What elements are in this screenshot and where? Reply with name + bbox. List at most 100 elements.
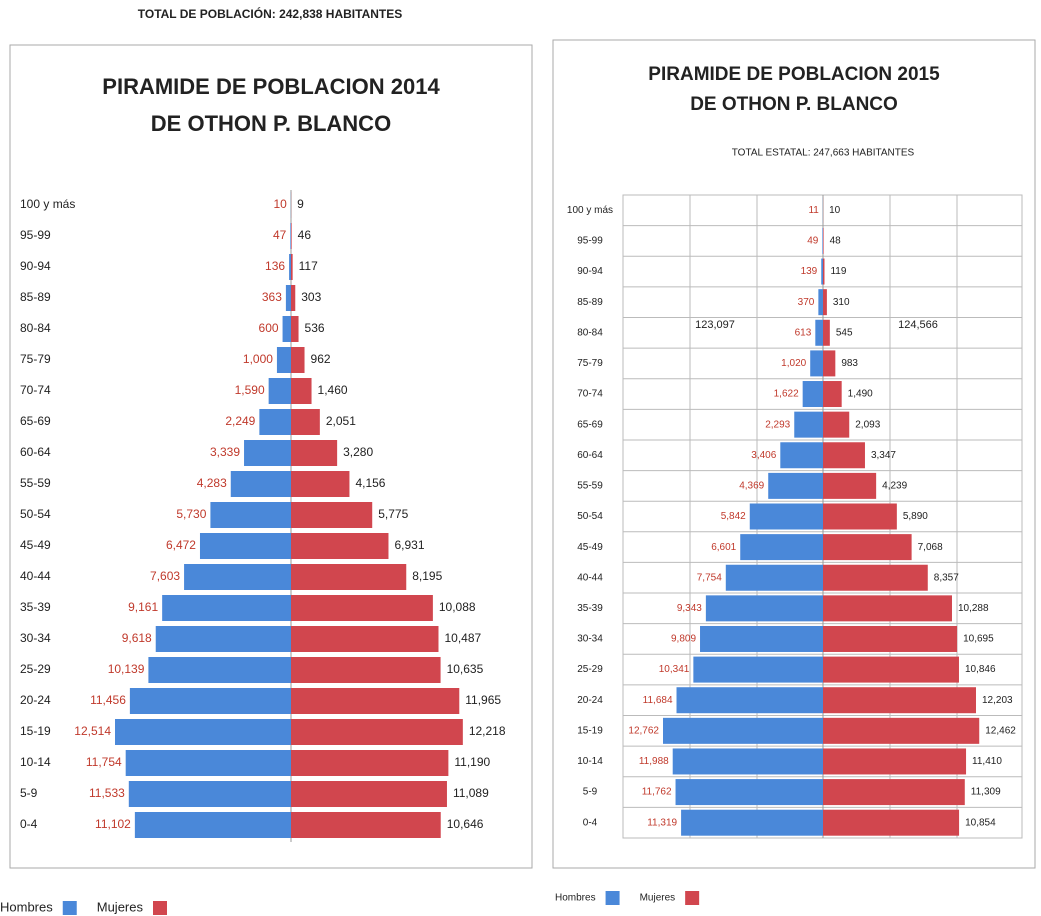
value-label: 1,622 (774, 389, 799, 400)
category-label: 0-4 (583, 817, 598, 828)
value-label: 10 (273, 197, 287, 211)
value-label: 613 (795, 327, 812, 338)
bar (289, 254, 291, 280)
category-label: 0-4 (20, 817, 38, 831)
bar (823, 411, 850, 438)
bar (810, 350, 823, 377)
category-label: 80-84 (577, 327, 603, 338)
subtitle: TOTAL ESTATAL: 247,663 HABITANTES (732, 148, 915, 159)
value-label: 7,603 (150, 569, 180, 583)
value-label: 983 (841, 358, 858, 369)
bar (290, 223, 291, 249)
value-label: 1,020 (781, 358, 806, 369)
value-label: 536 (305, 321, 325, 335)
value-label: 10,635 (447, 662, 484, 676)
category-label: 35-39 (20, 600, 51, 614)
bar (749, 503, 823, 530)
subtitle: TOTAL DE POBLACIÓN: 242,838 HABITANTES (138, 6, 403, 21)
bar (276, 347, 291, 373)
value-label: 11,190 (454, 755, 490, 769)
bar (230, 471, 291, 497)
bar (291, 564, 407, 590)
category-label: 95-99 (20, 228, 51, 242)
value-label: 117 (299, 259, 318, 273)
category-label: 15-19 (577, 725, 603, 736)
value-label: 6,472 (166, 538, 196, 552)
bar (823, 534, 912, 561)
value-label: 9,618 (122, 631, 152, 645)
value-label: 5,775 (378, 507, 408, 521)
bar (818, 289, 823, 316)
value-label: 2,093 (855, 419, 880, 430)
category-label: 90-94 (577, 266, 603, 277)
value-label: 303 (301, 290, 321, 304)
bar (184, 564, 291, 590)
bar (129, 688, 291, 714)
value-label: 6,601 (711, 542, 736, 553)
value-label: 12,218 (469, 724, 506, 738)
bar (162, 595, 291, 621)
value-label: 1,460 (318, 383, 348, 397)
legend-label: Hombres (555, 893, 596, 904)
category-label: 60-64 (577, 450, 603, 461)
category-label: 100 y más (20, 197, 75, 211)
bar (725, 564, 823, 591)
value-label: 12,514 (74, 724, 111, 738)
bar (693, 656, 823, 683)
bar (794, 411, 823, 438)
bar (823, 625, 958, 652)
bar (672, 748, 823, 775)
legend-label: Mujeres (97, 899, 144, 914)
bar (700, 625, 823, 652)
bar (148, 657, 291, 683)
bar (802, 381, 823, 408)
bar (291, 688, 460, 714)
bar (815, 319, 823, 346)
value-label: 11,754 (86, 755, 122, 769)
category-label: 60-64 (20, 445, 51, 459)
category-label: 70-74 (577, 389, 603, 400)
value-label: 8,357 (934, 572, 959, 583)
bar (823, 748, 967, 775)
value-label: 2,051 (326, 414, 356, 428)
category-label: 25-29 (20, 662, 51, 676)
bar (768, 472, 823, 499)
category-label: 10-14 (577, 756, 603, 767)
value-label: 136 (265, 259, 285, 273)
category-label: 90-94 (20, 259, 51, 273)
category-label: 85-89 (577, 297, 603, 308)
legend-swatch (685, 891, 700, 905)
chart-title: DE OTHON P. BLANCO (151, 111, 391, 136)
category-label: 95-99 (577, 236, 603, 247)
category-label: 85-89 (20, 290, 51, 304)
value-label: 6,931 (394, 538, 424, 552)
bar (780, 442, 823, 469)
category-label: 40-44 (20, 569, 51, 583)
value-label: 3,347 (871, 450, 896, 461)
value-label: 5,890 (903, 511, 928, 522)
bar (291, 254, 293, 280)
value-label: 10,646 (447, 817, 484, 831)
category-label: 30-34 (577, 634, 603, 645)
value-label: 10,088 (439, 600, 476, 614)
value-label: 11 (808, 205, 819, 216)
bar (823, 809, 960, 836)
legend-swatch (605, 891, 620, 905)
value-label: 119 (830, 266, 846, 277)
value-label: 10,846 (965, 664, 996, 675)
value-label: 12,462 (985, 725, 1016, 736)
bar (821, 258, 823, 285)
value-label: 11,988 (639, 756, 669, 767)
category-label: 45-49 (577, 542, 603, 553)
value-label: 3,280 (343, 445, 373, 459)
value-label: 545 (836, 327, 853, 338)
bar (259, 409, 291, 435)
value-label: 4,239 (882, 481, 907, 492)
value-label: 46 (298, 228, 312, 242)
bar (823, 595, 952, 622)
bar (128, 781, 291, 807)
value-label: 370 (798, 297, 815, 308)
value-label: 9,809 (671, 634, 696, 645)
bar (676, 687, 823, 714)
